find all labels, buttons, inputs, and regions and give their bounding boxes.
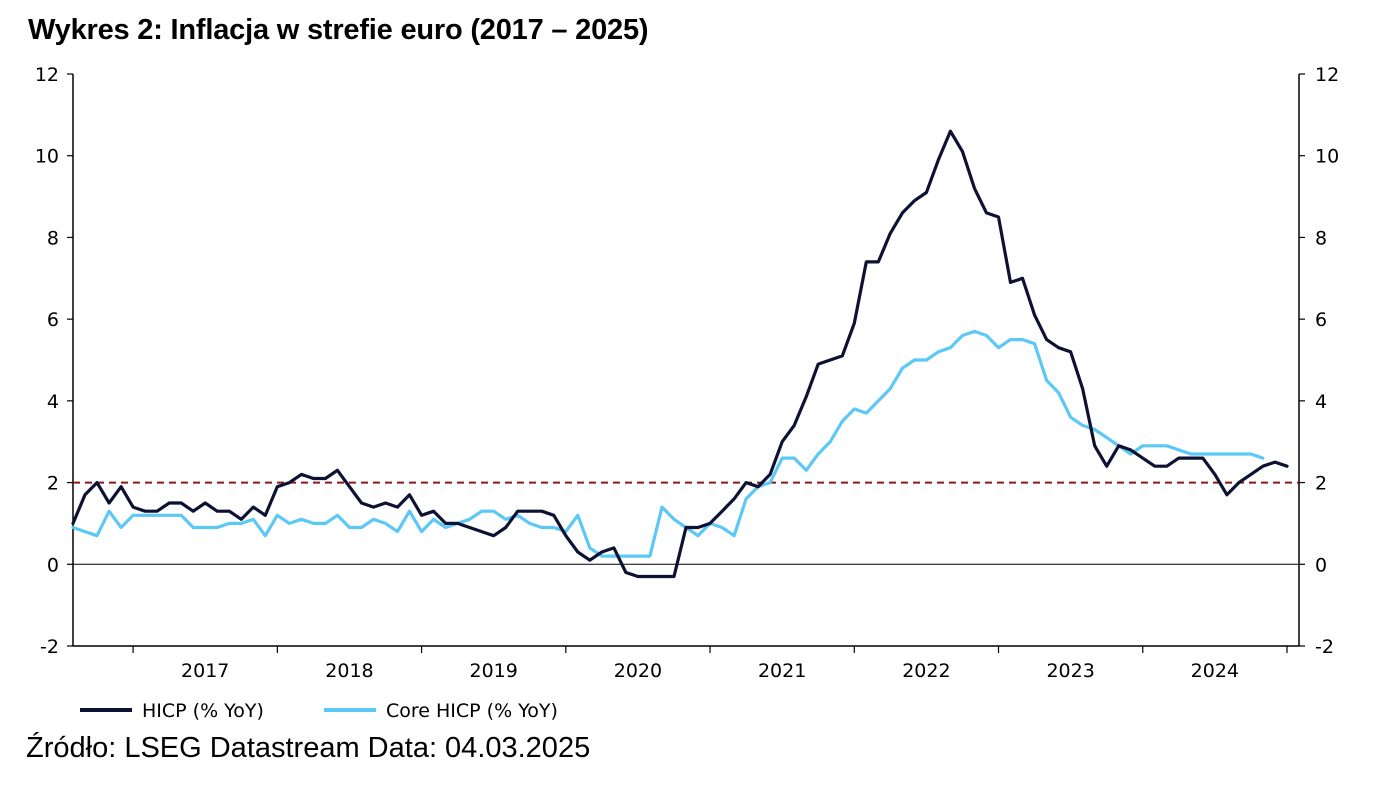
y-tick-label-left: 0 — [47, 554, 59, 576]
y-tick-label-right: 6 — [1315, 309, 1327, 331]
x-tick-label: 2018 — [325, 660, 373, 682]
y-tick-label-right: 12 — [1315, 64, 1339, 86]
core-hicp-series-line — [71, 329, 1265, 558]
y-tick-label-right: 4 — [1315, 391, 1327, 413]
chart-series — [71, 129, 1289, 579]
y-tick-label-right: 2 — [1315, 473, 1327, 495]
y-tick-label-right: -2 — [1315, 636, 1334, 658]
x-tick-label: 2017 — [181, 660, 229, 682]
x-tick-label: 2019 — [470, 660, 518, 682]
y-tick-label-left: 10 — [35, 146, 59, 168]
x-tick-label: 2022 — [902, 660, 950, 682]
y-tick-label-right: 10 — [1315, 146, 1339, 168]
y-tick-label-left: 6 — [47, 309, 59, 331]
chart-axes: -2 -2 0 0 2 2 4 4 6 6 8 8 10 10 12 12 2017 2018 2019 2020 20… — [35, 64, 1339, 682]
legend-label-hicp: HICP (% YoY) — [142, 700, 264, 722]
y-tick-label-left: 8 — [47, 227, 59, 249]
source-note: Źródło: LSEG Datastream Data: 04.03.2025 — [26, 732, 591, 764]
reference-lines — [73, 481, 1299, 565]
legend-label-core-hicp: Core HICP (% YoY) — [386, 700, 558, 722]
y-tick-label-left: 4 — [47, 391, 59, 413]
chart-title: Wykres 2: Inflacja w strefie euro (2017 … — [28, 14, 649, 46]
y-tick-label-left: -2 — [40, 636, 59, 658]
y-tick-label-left: 12 — [35, 64, 59, 86]
hicp-series-line — [71, 129, 1289, 579]
y-tick-label-left: 2 — [47, 473, 59, 495]
x-tick-label: 2020 — [614, 660, 662, 682]
y-tick-label-right: 0 — [1315, 554, 1327, 576]
y-tick-label-right: 8 — [1315, 227, 1327, 249]
x-tick-label: 2024 — [1191, 660, 1239, 682]
x-tick-label: 2021 — [758, 660, 806, 682]
chart-legend: HICP (% YoY) Core HICP (% YoY) — [80, 700, 558, 722]
x-tick-label: 2023 — [1046, 660, 1094, 682]
